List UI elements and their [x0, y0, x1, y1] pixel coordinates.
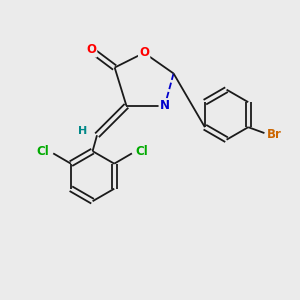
Text: Cl: Cl	[136, 146, 148, 158]
Text: Cl: Cl	[37, 146, 49, 158]
Text: H: H	[78, 126, 87, 136]
Text: Br: Br	[267, 128, 282, 141]
Text: O: O	[86, 44, 96, 56]
Text: N: N	[160, 99, 170, 112]
Text: O: O	[139, 46, 149, 59]
